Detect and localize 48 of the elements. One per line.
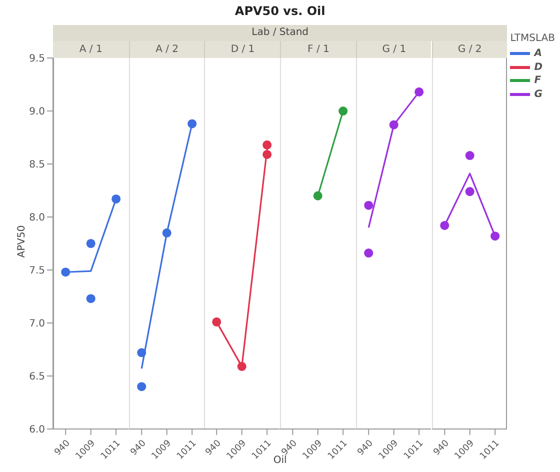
x-tick-label: 940 <box>204 438 224 458</box>
y-tick-label: 8.5 <box>29 160 45 171</box>
point <box>238 362 247 371</box>
x-tick-label: 940 <box>128 438 148 458</box>
point <box>112 194 121 204</box>
y-tick-label: 7.0 <box>29 318 45 330</box>
legend-label: G <box>534 88 542 100</box>
point <box>440 220 449 230</box>
point <box>162 228 172 238</box>
point <box>490 232 500 241</box>
y-tick-label: 6.5 <box>29 372 45 383</box>
point <box>364 248 373 258</box>
point <box>212 317 222 326</box>
x-tick-label: 940 <box>432 438 451 458</box>
chart-title: D / 1 <box>204 41 280 58</box>
y-tick-label: 9.5 <box>29 54 45 65</box>
y-tick-label: 6.0 <box>29 424 45 436</box>
point <box>464 151 474 160</box>
x-axis-title: Oil <box>272 455 288 466</box>
point <box>464 187 474 196</box>
text: Lab / Stand <box>53 25 508 41</box>
chart-title: G / 1 <box>356 41 432 58</box>
point <box>187 119 196 128</box>
y-tick-label: 7.5 <box>29 266 45 277</box>
legend-title: LTMSLAB <box>510 33 555 44</box>
chart-title: F / 1 <box>280 41 356 58</box>
x-tick-label: 940 <box>356 438 376 458</box>
point <box>86 238 96 248</box>
point <box>262 140 272 150</box>
point <box>61 268 70 277</box>
point <box>262 150 272 159</box>
legend-label: D <box>534 62 542 73</box>
y-tick-label: 8.0 <box>29 212 45 224</box>
y-tick-label: 9.0 <box>29 106 45 118</box>
chart-title: A / 2 <box>128 41 204 58</box>
chart-title: A / 1 <box>53 41 129 58</box>
point <box>136 348 146 358</box>
point <box>364 200 373 210</box>
y-axis-title: APV50 <box>16 224 28 260</box>
legend-label: A <box>534 48 542 60</box>
point <box>389 120 398 130</box>
text: APV50 vs. Oil <box>234 4 326 18</box>
x-tick-label: 940 <box>53 438 72 458</box>
legend-label: F <box>534 75 542 86</box>
point <box>136 382 146 392</box>
point <box>414 87 424 96</box>
point <box>86 294 96 304</box>
chart-title: G / 2 <box>432 41 508 58</box>
